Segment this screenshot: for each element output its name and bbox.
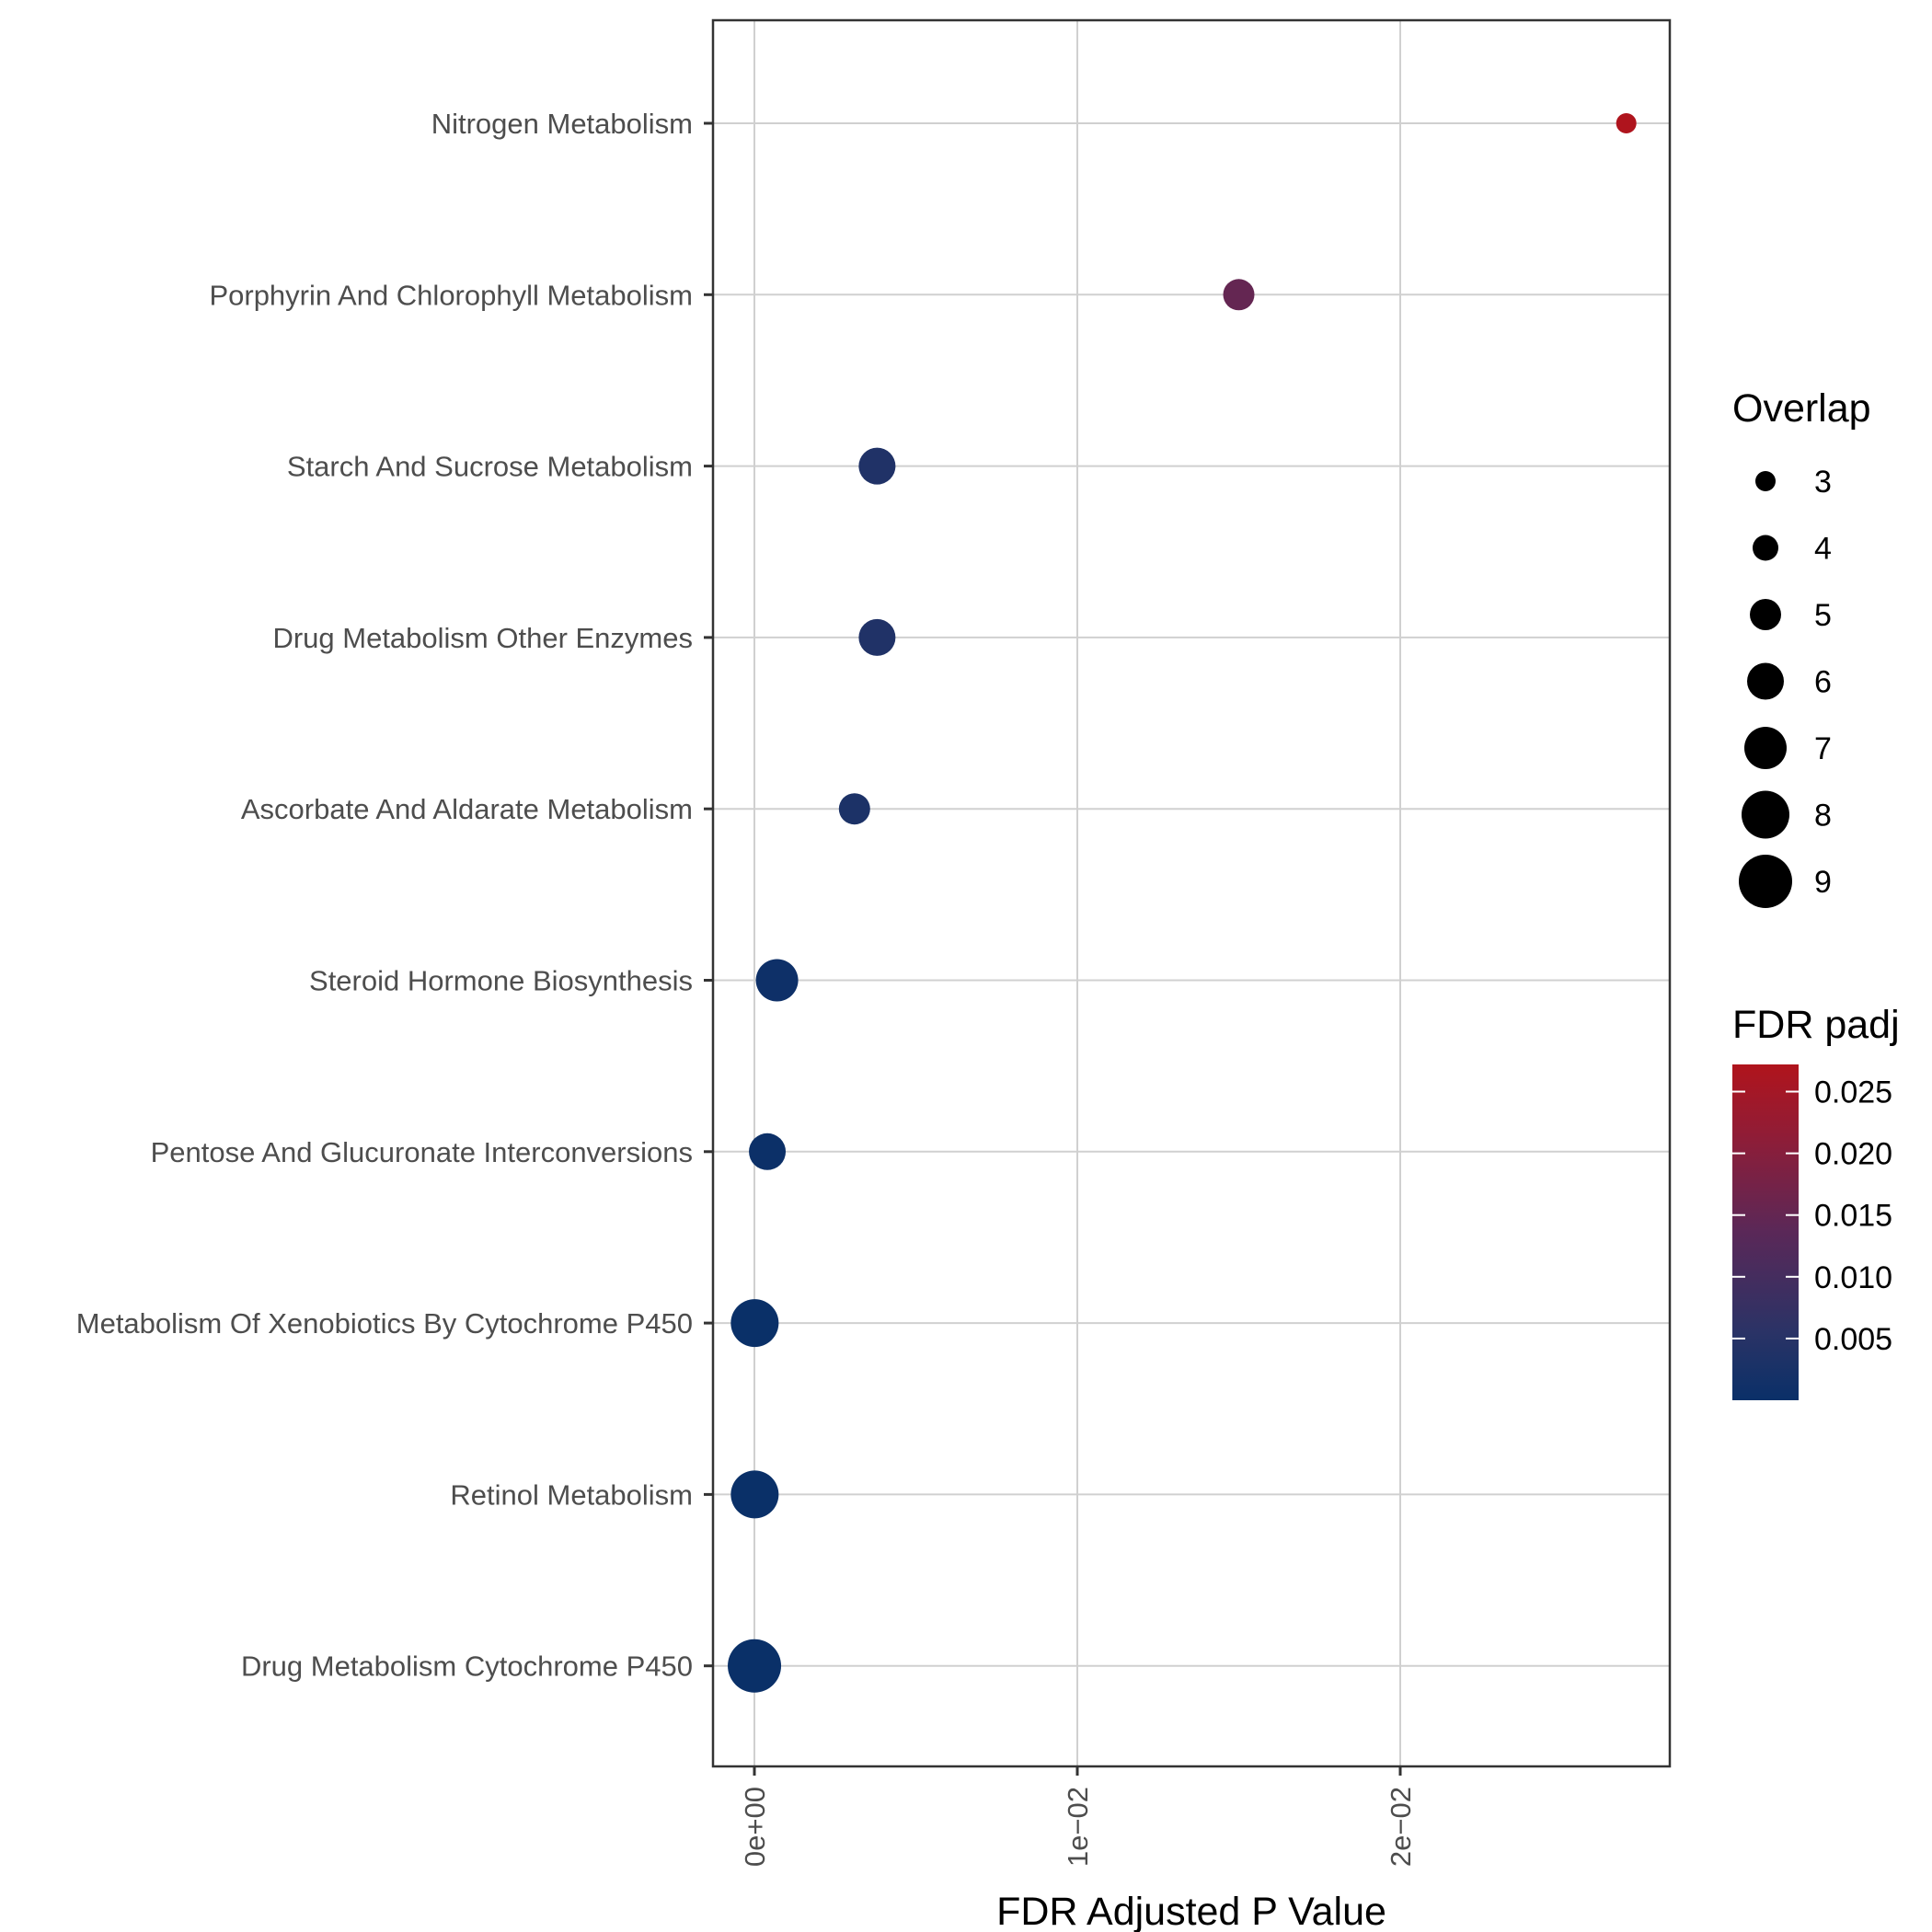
color-legend-label: 0.010 <box>1814 1260 1892 1295</box>
data-point <box>728 1639 782 1693</box>
data-point <box>730 1299 779 1348</box>
color-bar <box>1732 1064 1799 1400</box>
size-legend: Overlap 3 4 5 6 7 8 9 <box>1732 386 1871 908</box>
y-tick-label: Steroid Hormone Biosynthesis <box>309 965 693 997</box>
x-axis-title: FDR Adjusted P Value <box>996 1890 1386 1932</box>
data-point <box>838 793 870 825</box>
size-legend-label: 7 <box>1814 731 1832 766</box>
y-tick-label: Drug Metabolism Other Enzymes <box>272 622 693 654</box>
grid <box>713 20 1670 1766</box>
size-legend-key <box>1742 790 1789 839</box>
data-point <box>858 447 896 485</box>
size-legend-label: 4 <box>1814 532 1832 567</box>
size-legend-key <box>1753 535 1778 561</box>
color-legend-label: 0.020 <box>1814 1137 1892 1172</box>
size-legend-key <box>1744 727 1787 769</box>
y-tick-label: Retinol Metabolism <box>450 1478 693 1511</box>
x-tick-label: 0e+00 <box>739 1787 771 1867</box>
size-legend-label: 9 <box>1814 865 1832 900</box>
size-legend-key <box>1739 855 1792 908</box>
plot-panel-border <box>711 18 1672 1768</box>
size-legend-label: 5 <box>1814 598 1832 633</box>
data-point <box>858 618 896 656</box>
y-tick-label: Porphyrin And Chlorophyll Metabolism <box>209 279 693 311</box>
size-legend-label: 3 <box>1814 465 1832 500</box>
y-axis: Nitrogen Metabolism Porphyrin And Chlorop… <box>76 108 713 1683</box>
size-legend-title: Overlap <box>1732 386 1871 431</box>
data-point <box>755 959 799 1002</box>
y-tick-label: Nitrogen Metabolism <box>431 108 693 140</box>
color-legend: FDR padj 0.025 0.020 0.015 0.010 0.005 <box>1732 1003 1900 1400</box>
data-point <box>1223 279 1255 311</box>
color-legend-label: 0.005 <box>1814 1322 1892 1357</box>
y-tick-label: Ascorbate And Aldarate Metabolism <box>241 793 693 825</box>
color-legend-label: 0.015 <box>1814 1199 1892 1234</box>
data-points <box>728 113 1637 1693</box>
size-legend-key <box>1755 471 1776 491</box>
data-point <box>1616 113 1637 133</box>
y-tick-label: Metabolism Of Xenobiotics By Cytochrome … <box>76 1307 693 1340</box>
y-tick-label: Starch And Sucrose Metabolism <box>287 451 693 483</box>
data-point <box>730 1470 779 1519</box>
size-legend-label: 6 <box>1814 665 1832 700</box>
x-tick-label: 2e−02 <box>1385 1787 1417 1867</box>
size-legend-key <box>1747 662 1784 700</box>
y-tick-label: Drug Metabolism Cytochrome P450 <box>241 1650 693 1683</box>
x-tick-label: 1e−02 <box>1062 1787 1094 1867</box>
y-tick-label: Pentose And Glucuronate Interconversions <box>151 1136 693 1168</box>
data-point <box>749 1133 787 1170</box>
size-legend-key <box>1750 599 1781 630</box>
color-legend-label: 0.025 <box>1814 1075 1892 1110</box>
x-axis: 0e+00 1e−02 2e−02 <box>739 1766 1417 1867</box>
color-legend-title: FDR padj <box>1732 1003 1900 1047</box>
size-legend-label: 8 <box>1814 799 1832 834</box>
